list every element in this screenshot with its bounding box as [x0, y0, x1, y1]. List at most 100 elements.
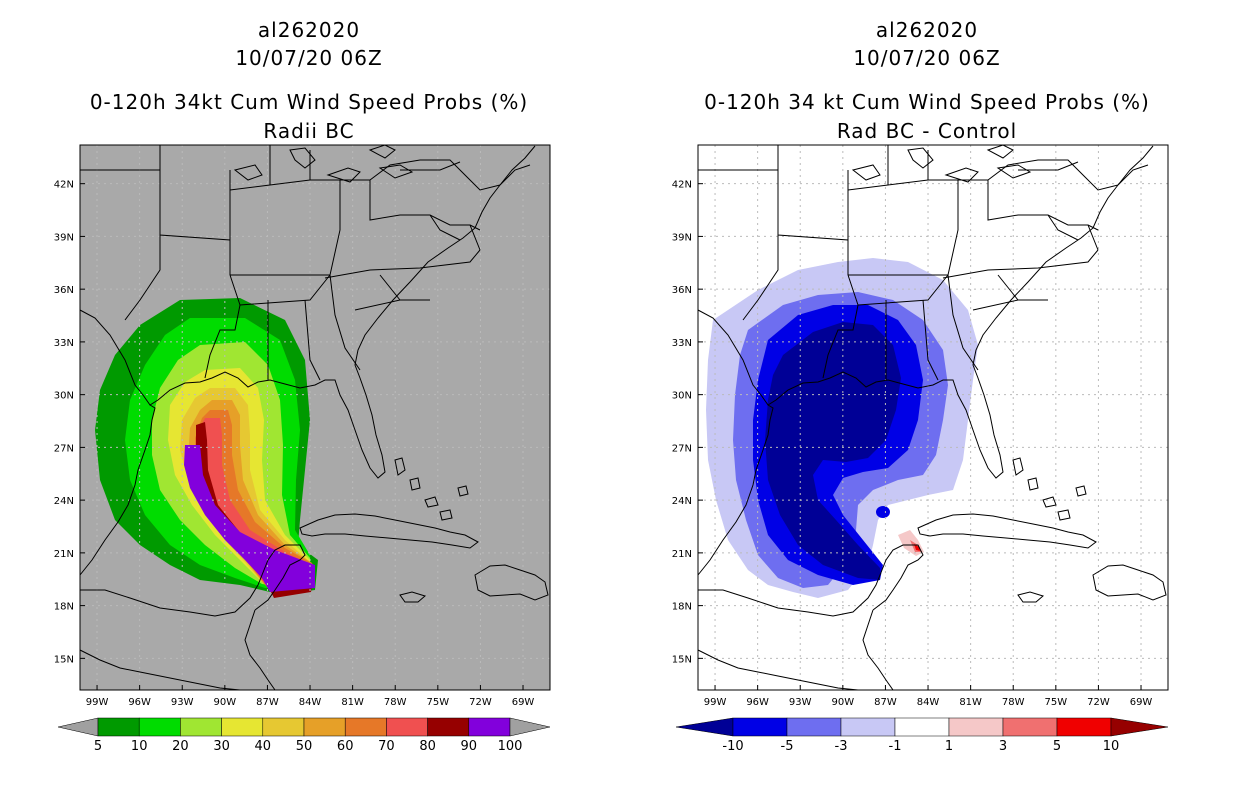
map-radii-bc: 42N 39N 36N 33N 30N 27N 24N 21N 18N 15N 99W 96W 93W 9…	[54, 144, 551, 754]
gridlines	[80, 145, 550, 690]
lat-tick-label: 30N	[54, 391, 74, 402]
lon-tick-label: 96W	[128, 697, 151, 708]
probability-swath	[95, 298, 318, 598]
island-outline	[1057, 509, 1071, 521]
chart-subtitle: Rad BC - Control	[836, 119, 1018, 143]
state-border	[742, 235, 779, 321]
coastline	[862, 609, 894, 691]
left-colorbar-swatch	[221, 717, 264, 737]
coastlines	[697, 144, 1167, 691]
state-border	[499, 164, 531, 186]
state-border	[1018, 161, 1079, 171]
difference-field	[706, 258, 978, 598]
left-colorbar-swatch	[386, 717, 428, 737]
left-colorbar-swatch	[97, 717, 140, 737]
right-colorbar-swatch	[786, 717, 842, 737]
state-border	[997, 274, 1019, 301]
left-colorbar-label: 30	[213, 739, 230, 754]
lon-tick-label: 75W	[1045, 697, 1068, 708]
lat-tick-label: 42N	[54, 180, 74, 191]
left-colorbar-label: 100	[498, 739, 523, 754]
left-colorbar-label: 80	[419, 739, 436, 754]
island-outline	[1042, 496, 1057, 508]
island-outline	[378, 164, 414, 179]
panel-radii-bc: al262020 10/07/20 06Z 0-120h 34kt Cum Wi…	[54, 18, 551, 754]
right-colorbar-under	[675, 717, 734, 737]
lon-tick-label: 69W	[1130, 697, 1153, 708]
state-border	[340, 179, 481, 251]
left-colorbar-label: 70	[378, 739, 395, 754]
left-colorbar-label: 5	[94, 739, 102, 754]
left-colorbar-under	[57, 717, 99, 737]
state-border	[469, 224, 481, 231]
lat-tick-label: 39N	[672, 232, 692, 243]
right-colorbar-label: -5	[781, 739, 794, 754]
state-border	[1117, 164, 1149, 186]
panel-rad-bc-control: al262020 10/07/20 06Z 0-120h 34 kt Cum W…	[618, 0, 1236, 800]
chart-title: 0-120h 34 kt Cum Wind Speed Probs (%)	[704, 90, 1150, 114]
state-border	[922, 299, 939, 381]
left-colorbar-swatch	[344, 717, 387, 737]
lon-tick-label: 78W	[1002, 697, 1025, 708]
lon-tick-label: 69W	[512, 697, 535, 708]
island-outline	[1075, 485, 1087, 497]
lon-tick-label: 75W	[427, 697, 450, 708]
right-colorbar-label: -1	[889, 739, 902, 754]
state-border	[239, 274, 331, 306]
left-colorbar-label: 90	[461, 739, 478, 754]
island-outline	[394, 457, 406, 476]
left-colorbar-label: 10	[131, 739, 148, 754]
left-colorbar-over	[509, 717, 551, 737]
lon-tick-label: 78W	[384, 697, 407, 708]
island-outline	[424, 496, 439, 508]
lon-tick-label: 93W	[171, 697, 194, 708]
lat-tick-label: 15N	[54, 654, 74, 665]
lat-tick-label: 18N	[54, 602, 74, 613]
state-border	[947, 180, 959, 276]
left-colorbar-swatch	[303, 717, 346, 737]
state-border	[947, 274, 979, 371]
island-outline	[409, 477, 421, 491]
datetime: 10/07/20 06Z	[853, 46, 1001, 70]
lon-tick-label: 84W	[299, 697, 322, 708]
state-border	[304, 299, 321, 381]
lon-tick-label: 81W	[959, 697, 982, 708]
lon-tick-label: 99W	[704, 697, 727, 708]
datetime: 10/07/20 06Z	[235, 46, 383, 70]
state-border	[400, 161, 461, 171]
left-colorbar-swatch	[427, 717, 470, 737]
coastline	[244, 609, 276, 691]
state-border	[1047, 214, 1079, 241]
coastline	[697, 649, 859, 691]
island-outline	[439, 509, 453, 521]
lat-tick-label: 27N	[672, 443, 692, 454]
island-outline	[986, 144, 1014, 159]
state-border	[229, 179, 340, 191]
right-colorbar-swatch	[840, 717, 896, 737]
coastline	[79, 404, 156, 576]
right-colorbar-label: -10	[722, 739, 743, 754]
map-frame	[697, 144, 1169, 691]
diff-spot	[876, 506, 890, 518]
island-outline	[851, 164, 881, 181]
right-colorbar-label: 5	[1053, 739, 1061, 754]
coastlines	[79, 144, 549, 691]
lat-tick-label: 15N	[672, 654, 692, 665]
state-border	[324, 249, 481, 279]
lon-tick-label: 99W	[86, 697, 109, 708]
lat-tick-label: 39N	[54, 232, 74, 243]
right-colorbar-label: -3	[835, 739, 848, 754]
lon-tick-label: 90W	[214, 697, 237, 708]
right-colorbar-swatch	[732, 717, 788, 737]
right-colorbar-label: 10	[1103, 739, 1120, 754]
left-colorbar-swatch	[180, 717, 222, 737]
prob-contour	[198, 418, 314, 597]
state-border	[329, 180, 341, 276]
coastline	[79, 145, 536, 479]
lat-tick-label: 21N	[54, 549, 74, 560]
lon-tick-label: 72W	[1087, 697, 1110, 708]
island-outline	[474, 564, 549, 601]
left-colorbar-label: 40	[255, 739, 272, 754]
coastline	[80, 544, 306, 617]
island-outline	[1092, 564, 1167, 601]
